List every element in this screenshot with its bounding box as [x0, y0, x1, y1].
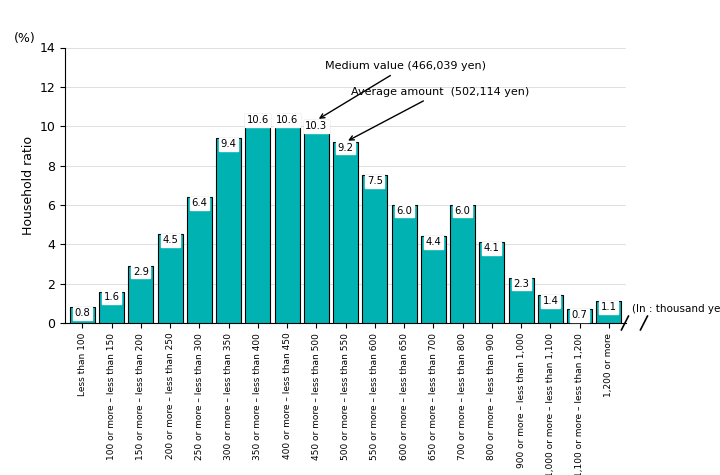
Text: 10.3: 10.3	[305, 121, 328, 131]
Text: 0.8: 0.8	[74, 308, 90, 318]
Bar	[99, 292, 124, 323]
Text: 0.7: 0.7	[572, 310, 588, 320]
Text: 1.1: 1.1	[601, 303, 617, 313]
Y-axis label: Household ratio: Household ratio	[22, 136, 35, 235]
Text: 2.3: 2.3	[513, 279, 529, 289]
Text: 9.4: 9.4	[220, 139, 237, 149]
Text: 10.6: 10.6	[276, 115, 298, 125]
Text: 4.1: 4.1	[484, 243, 500, 253]
Text: 6.4: 6.4	[192, 198, 207, 208]
Text: 1.4: 1.4	[542, 296, 558, 306]
Bar	[216, 138, 241, 323]
Bar	[508, 278, 534, 323]
Bar	[274, 114, 300, 323]
Bar	[333, 142, 358, 323]
Text: (%): (%)	[14, 32, 36, 45]
Bar	[362, 175, 387, 323]
Bar	[128, 266, 153, 323]
Bar	[304, 120, 329, 323]
Text: 7.5: 7.5	[367, 176, 383, 186]
Bar	[392, 205, 417, 323]
Bar	[596, 301, 621, 323]
Bar	[246, 114, 270, 323]
Text: 10.6: 10.6	[247, 115, 269, 125]
Bar	[480, 242, 504, 323]
Bar	[450, 205, 475, 323]
Text: 6.0: 6.0	[454, 206, 471, 216]
Bar	[421, 237, 446, 323]
Text: 6.0: 6.0	[396, 206, 412, 216]
Text: 2.9: 2.9	[133, 267, 149, 277]
Text: 9.2: 9.2	[338, 143, 354, 153]
Text: Medium value (466,039 yen): Medium value (466,039 yen)	[320, 61, 486, 118]
Text: 1.6: 1.6	[104, 293, 120, 303]
Bar	[187, 197, 212, 323]
Bar	[70, 307, 95, 323]
Text: Average amount  (502,114 yen): Average amount (502,114 yen)	[349, 87, 530, 140]
Text: 4.4: 4.4	[426, 238, 441, 247]
Bar	[567, 309, 592, 323]
Bar	[158, 235, 183, 323]
Text: 4.5: 4.5	[162, 236, 178, 246]
Bar	[538, 295, 563, 323]
Text: (In : thousand yen): (In : thousand yen)	[632, 304, 720, 314]
